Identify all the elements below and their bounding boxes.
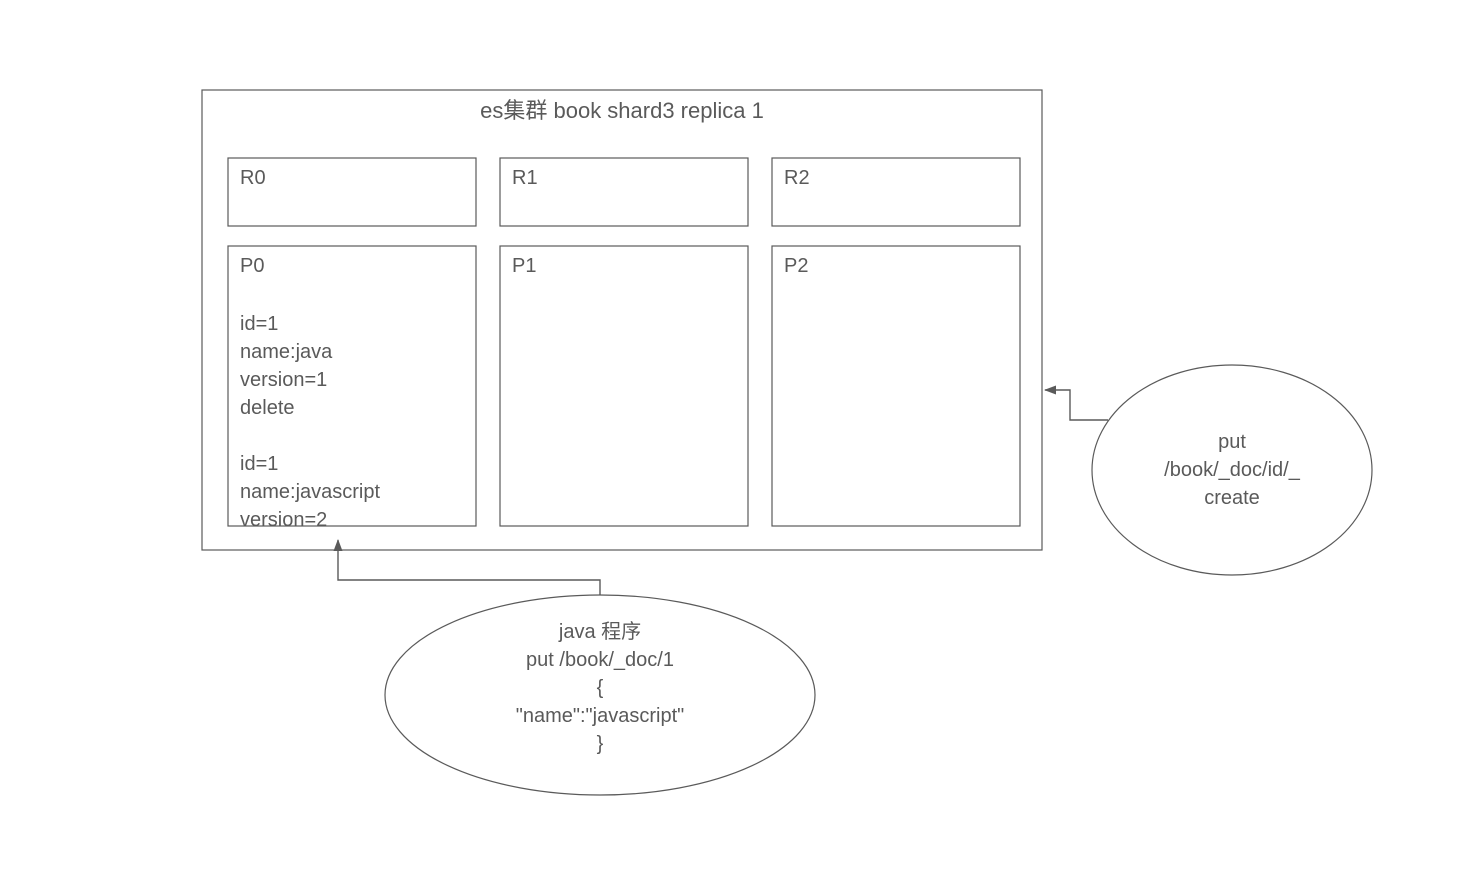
replica-label-R0: R0 [240, 167, 266, 189]
replica-group: R0 R1 R2 [228, 158, 1020, 226]
primary-P0-line-0: id=1 [240, 313, 278, 335]
primary-group: P0 id=1 name:java version=1 delete id=1 name:j… [228, 246, 1020, 531]
replica-label-R2: R2 [784, 167, 810, 189]
ellipse-java-program-line-0: java 程序 [558, 620, 641, 643]
ellipse-java-program-line-4: } [597, 733, 604, 755]
primary-label-P2: P2 [784, 255, 808, 277]
replica-label-R1: R1 [512, 167, 538, 189]
ellipse-put-create-line-2: create [1204, 487, 1260, 509]
ellipse-put-create-line-1: /book/_doc/id/_ [1164, 459, 1301, 481]
ellipse-java-program-line-2: { [597, 677, 604, 699]
primary-P0-line-2: version=1 [240, 369, 327, 391]
primary-box-P1 [500, 246, 748, 526]
primary-P0-line-6: name:javascript [240, 481, 381, 503]
ellipse-put-create-line-0: put [1218, 431, 1246, 453]
arrow-group [338, 390, 1108, 595]
primary-box-P2 [772, 246, 1020, 526]
primary-P0-line-5: id=1 [240, 453, 278, 475]
cluster-title: es集群 book shard3 replica 1 [480, 98, 764, 123]
primary-label-P1: P1 [512, 255, 536, 277]
ellipse-java-program-line-3: "name":"javascript" [516, 705, 684, 727]
arrow-create-to-cluster [1045, 390, 1108, 420]
primary-P0-line-7: version=2 [240, 509, 327, 531]
primary-P0-line-1: name:java [240, 341, 333, 363]
primary-label-P0: P0 [240, 255, 264, 277]
arrow-java-to-p0 [338, 540, 600, 595]
ellipse-java-program-line-1: put /book/_doc/1 [526, 649, 674, 671]
primary-P0-line-3: delete [240, 397, 295, 419]
